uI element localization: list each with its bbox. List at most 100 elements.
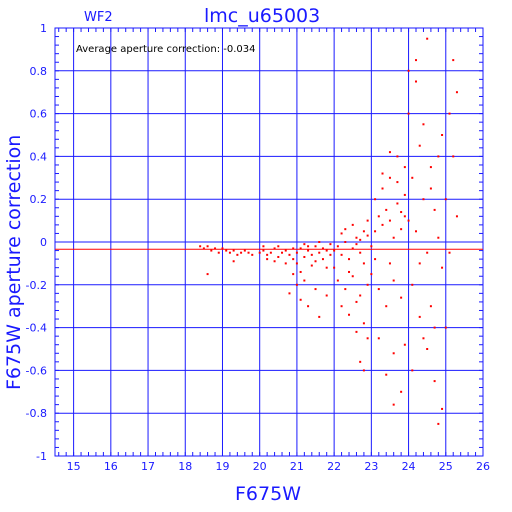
data-point: [336, 279, 339, 282]
data-point: [269, 251, 272, 254]
data-point: [407, 112, 410, 115]
data-point: [374, 258, 377, 261]
data-point: [318, 251, 321, 254]
data-point: [217, 251, 220, 254]
data-point: [422, 198, 425, 201]
data-point: [392, 403, 395, 406]
data-point: [329, 243, 332, 246]
data-point: [310, 264, 313, 267]
data-point: [344, 241, 347, 243]
x-tick-label: 18: [178, 460, 192, 473]
data-point: [452, 59, 455, 62]
y-axis-title: F675W aperture correction: [3, 135, 25, 390]
chart-title: lmc_u65003: [204, 5, 320, 27]
x-tick-label: 17: [141, 460, 155, 473]
data-point: [202, 247, 205, 250]
data-point: [403, 166, 406, 169]
data-point: [295, 251, 298, 254]
data-point: [426, 37, 429, 40]
data-point: [359, 251, 362, 254]
data-point: [266, 253, 269, 256]
data-point: [452, 155, 455, 158]
data-point: [444, 326, 447, 329]
data-point: [348, 270, 351, 273]
data-point: [251, 253, 254, 256]
x-tick-labels: 15 16 17 18 19 20 21 22 23 24 25 26: [67, 460, 490, 473]
data-point: [437, 236, 440, 239]
x-tick-label: 25: [439, 460, 453, 473]
data-point: [307, 245, 310, 248]
y-tick-label: -0.6: [26, 364, 47, 377]
data-point: [348, 258, 351, 261]
data-point: [400, 390, 403, 393]
data-point: [228, 251, 231, 254]
data-point: [366, 219, 369, 222]
data-point: [426, 251, 429, 254]
grid-lines: [55, 27, 484, 457]
data-point: [206, 245, 209, 248]
data-point: [273, 260, 276, 263]
data-point: [377, 215, 380, 218]
data-point: [455, 91, 458, 94]
y-tick-label: -0.4: [26, 322, 47, 335]
data-point: [362, 262, 365, 265]
data-point: [400, 296, 403, 299]
data-point: [225, 249, 228, 252]
data-point: [292, 247, 295, 250]
data-point: [403, 193, 406, 196]
data-point: [266, 258, 269, 261]
data-point: [370, 245, 373, 248]
data-point: [411, 369, 414, 372]
data-point: [325, 294, 328, 297]
data-point: [232, 249, 235, 252]
data-point: [321, 258, 324, 261]
data-point: [247, 251, 250, 254]
data-point: [340, 305, 343, 308]
data-point: [400, 228, 403, 231]
y-tick-label: 0.4: [30, 150, 48, 163]
data-point: [411, 176, 414, 179]
data-point: [344, 228, 347, 231]
data-point: [415, 230, 418, 233]
data-point: [240, 251, 243, 254]
data-point: [362, 230, 365, 233]
data-point: [441, 266, 444, 269]
data-point: [292, 273, 295, 276]
data-point: [292, 258, 295, 261]
data-point: [388, 176, 391, 179]
data-point: [444, 198, 447, 201]
data-point: [366, 234, 369, 237]
data-point: [396, 202, 399, 205]
data-point: [314, 288, 317, 291]
data-point: [236, 253, 239, 256]
data-point: [374, 198, 377, 201]
data-point: [366, 337, 369, 340]
data-point: [381, 172, 384, 175]
data-point: [415, 80, 418, 83]
y-tick-labels: 1 0.8 0.6 0.4 0.2 0 -0.2 -0.4 -0.6 -0.8 -1: [26, 22, 47, 463]
data-point: [351, 275, 354, 278]
data-point: [396, 181, 399, 184]
data-point: [377, 288, 380, 291]
data-point: [199, 245, 202, 248]
data-point: [400, 211, 403, 214]
data-point: [348, 313, 351, 316]
data-point: [385, 208, 388, 211]
data-point: [388, 151, 391, 154]
data-point: [355, 236, 358, 239]
y-tick-label: -1: [36, 450, 47, 463]
data-point: [362, 322, 365, 325]
data-point: [377, 337, 380, 340]
data-point: [351, 247, 354, 250]
data-point: [441, 407, 444, 410]
y-tick-label: 1: [40, 22, 47, 35]
data-point: [355, 243, 358, 246]
data-point: [299, 247, 302, 250]
data-point: [333, 249, 336, 252]
data-point: [307, 305, 310, 308]
data-point: [307, 249, 310, 252]
data-point: [422, 123, 425, 126]
data-point: [243, 249, 246, 252]
data-point: [433, 208, 436, 211]
